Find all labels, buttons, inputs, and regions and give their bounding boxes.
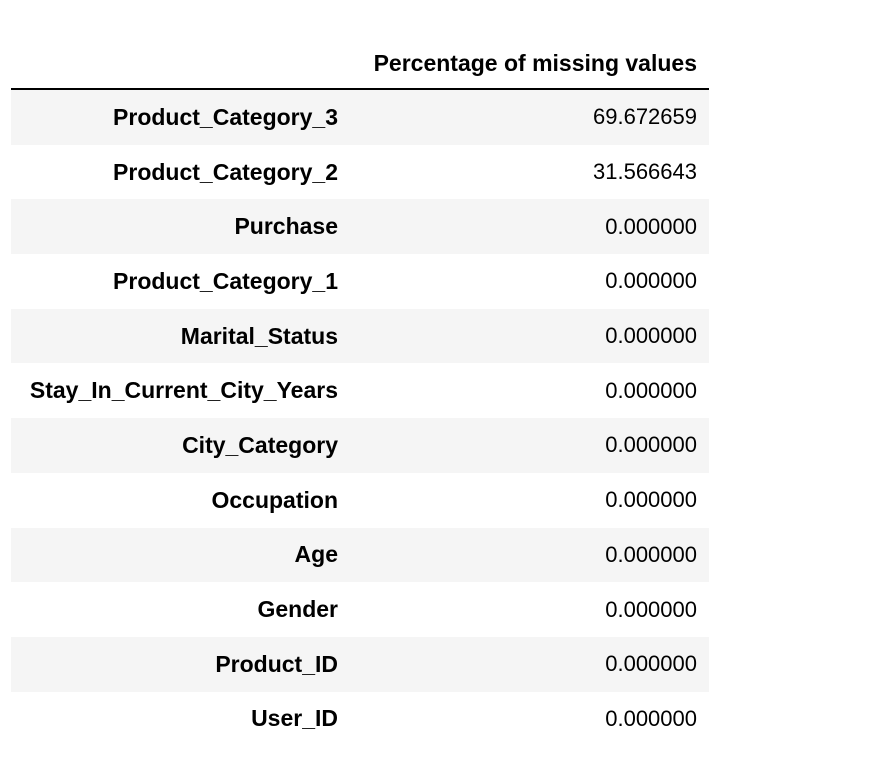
table-row: Age 0.000000 xyxy=(11,527,709,583)
row-value: 0.000000 xyxy=(605,323,697,349)
row-index-label: Product_ID xyxy=(215,650,338,677)
row-index-label: Marital_Status xyxy=(180,322,338,349)
table-row: Product_ID 0.000000 xyxy=(11,636,709,692)
row-index-label: User_ID xyxy=(251,705,338,732)
row-value: 0.000000 xyxy=(605,268,697,294)
dataframe-table: Percentage of missing values Product_Cat… xyxy=(11,37,709,746)
row-value: 69.672659 xyxy=(593,104,697,130)
row-value: 31.566643 xyxy=(593,159,697,185)
table-header: Percentage of missing values xyxy=(11,37,709,90)
table-row: Marital_Status 0.000000 xyxy=(11,308,709,364)
table-row: Stay_In_Current_City_Years 0.000000 xyxy=(11,363,709,418)
table-row: Occupation 0.000000 xyxy=(11,473,709,528)
row-index-label: Product_Category_2 xyxy=(113,158,338,185)
row-index-label: Stay_In_Current_City_Years xyxy=(29,377,338,404)
row-value: 0.000000 xyxy=(605,487,697,513)
row-index-label: Purchase xyxy=(234,213,338,240)
table-row: Purchase 0.000000 xyxy=(11,199,709,255)
row-index-label: City_Category xyxy=(182,431,338,458)
table-body: Product_Category_3 69.672659 Product_Cat… xyxy=(11,90,709,746)
row-index-label: Product_Category_3 xyxy=(113,103,338,130)
table-row: City_Category 0.000000 xyxy=(11,418,709,473)
row-index-label: Product_Category_1 xyxy=(113,267,338,294)
row-index-label: Occupation xyxy=(211,486,338,513)
table-row: Product_Category_1 0.000000 xyxy=(11,254,709,309)
row-value: 0.000000 xyxy=(605,541,697,567)
row-value: 0.000000 xyxy=(605,596,697,622)
table-row: Product_Category_2 31.566643 xyxy=(11,145,709,200)
table-row: User_ID 0.000000 xyxy=(11,692,709,747)
table-row: Gender 0.000000 xyxy=(11,582,709,637)
row-index-label: Age xyxy=(294,541,338,568)
column-header: Percentage of missing values xyxy=(373,50,697,76)
row-value: 0.000000 xyxy=(605,705,697,731)
row-index-label: Gender xyxy=(257,596,338,623)
row-value: 0.000000 xyxy=(605,651,697,677)
table-row: Product_Category_3 69.672659 xyxy=(11,90,709,145)
row-value: 0.000000 xyxy=(605,377,697,403)
row-value: 0.000000 xyxy=(605,213,697,239)
row-value: 0.000000 xyxy=(605,432,697,458)
